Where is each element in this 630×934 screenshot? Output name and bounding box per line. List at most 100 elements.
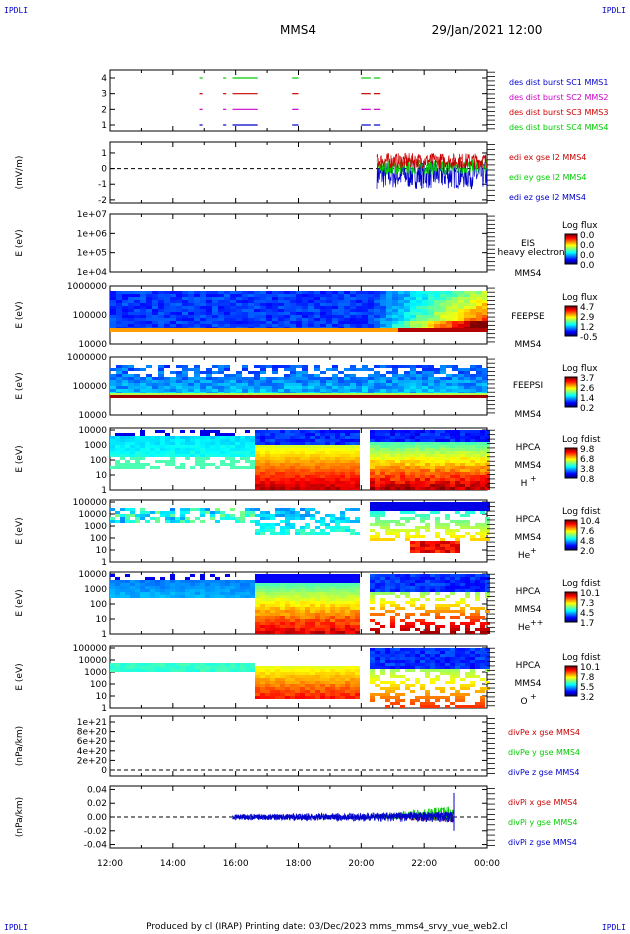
- heatmap-cell: [415, 445, 420, 448]
- heatmap-cell: [164, 318, 170, 321]
- heatmap-cell: [428, 365, 434, 368]
- heatmap-cell: [395, 442, 400, 445]
- heatmap-cell: [385, 532, 390, 535]
- heatmap-cell: [460, 505, 465, 508]
- heatmap-cell: [176, 303, 182, 306]
- heatmap-cell: [122, 309, 128, 312]
- heatmap-cell: [422, 303, 428, 306]
- heatmap-cell: [175, 592, 180, 595]
- heatmap-cell: [410, 303, 416, 306]
- heatmap-cell: [398, 395, 404, 398]
- heatmap-cell: [270, 451, 275, 454]
- heatmap-cell: [440, 523, 445, 526]
- heatmap-cell: [482, 368, 488, 371]
- heatmap-cell: [320, 532, 325, 535]
- heatmap-cell: [176, 318, 182, 321]
- heatmap-cell: [395, 529, 400, 532]
- heatmap-cell: [235, 669, 240, 672]
- heatmap-cell: [175, 436, 180, 439]
- heatmap-cell: [194, 393, 200, 395]
- heatmap-cell: [210, 589, 215, 592]
- heatmap-cell: [320, 631, 325, 634]
- heatmap-cell: [210, 595, 215, 598]
- heatmap-cell: [380, 457, 385, 460]
- heatmap-cell: [152, 306, 158, 309]
- heatmap-cell: [385, 574, 390, 577]
- heatmap-cell: [425, 613, 430, 616]
- heatmap-cell: [250, 511, 255, 514]
- heatmap-cell: [464, 371, 470, 374]
- heatmap-cell: [374, 395, 380, 398]
- heatmap-cell: [434, 297, 440, 300]
- heatmap-cell: [440, 309, 446, 312]
- heatmap-cell: [110, 595, 115, 598]
- heatmap-cell: [464, 328, 470, 332]
- heatmap-cell: [485, 481, 490, 484]
- heatmap-cell: [435, 613, 440, 616]
- heatmap-cell: [386, 393, 392, 395]
- heatmap-cell: [415, 430, 420, 433]
- heatmap-cell: [315, 433, 320, 436]
- heatmap-cell: [480, 454, 485, 457]
- heatmap-cell: [260, 529, 265, 532]
- heatmap-cell: [225, 583, 230, 586]
- heatmap-cell: [405, 595, 410, 598]
- heatmap-cell: [245, 580, 250, 583]
- heatmap-cell: [326, 315, 332, 318]
- heatmap-cell: [375, 487, 380, 490]
- heatmap-cell: [275, 580, 280, 583]
- heatmap-cell: [120, 517, 125, 520]
- heatmap-cell: [374, 383, 380, 386]
- heatmap-cell: [464, 386, 470, 389]
- heatmap-cell: [255, 687, 260, 690]
- heatmap-cell: [200, 380, 206, 383]
- heatmap-cell: [435, 520, 440, 523]
- heatmap-cell: [164, 365, 170, 368]
- heatmap-cell: [430, 430, 435, 433]
- heatmap-cell: [165, 448, 170, 451]
- heatmap-cell: [290, 291, 296, 294]
- heatmap-cell: [176, 306, 182, 309]
- heatmap-cell: [380, 318, 386, 321]
- y-tick-label: 1000: [84, 522, 107, 532]
- heatmap-cell: [302, 297, 308, 300]
- heatmap-cell: [400, 484, 405, 487]
- heatmap-cell: [320, 303, 326, 306]
- heatmap-cell: [480, 622, 485, 625]
- heatmap-cell: [145, 663, 150, 666]
- heatmap-cell: [206, 395, 212, 398]
- heatmap-cell: [110, 306, 116, 309]
- heatmap-cell: [164, 291, 170, 294]
- colorbar-label: 1.7: [580, 619, 594, 629]
- colorbar-label: -0.5: [580, 333, 598, 343]
- colorbar-cell: [565, 259, 577, 261]
- heatmap-cell: [386, 324, 392, 327]
- y-tick-label: 1000: [84, 441, 107, 451]
- species-label: He: [518, 551, 531, 561]
- heatmap-cell: [265, 514, 270, 517]
- heatmap-cell: [385, 484, 390, 487]
- heatmap-cell: [485, 526, 490, 529]
- heatmap-cell: [420, 466, 425, 469]
- heatmap-cell: [410, 511, 415, 514]
- heatmap-cell: [170, 454, 175, 457]
- heatmap-cell: [465, 511, 470, 514]
- heatmap-cell: [470, 538, 475, 541]
- heatmap-cell: [410, 380, 416, 383]
- heatmap-cell: [320, 386, 326, 389]
- heatmap-cell: [405, 502, 410, 505]
- heatmap-cell: [290, 628, 295, 631]
- heatmap-cell: [224, 309, 230, 312]
- heatmap-cell: [476, 312, 482, 315]
- heatmap-cell: [385, 481, 390, 484]
- heatmap-cell: [220, 463, 225, 466]
- heatmap-cell: [280, 478, 285, 481]
- heatmap-cell: [374, 315, 380, 318]
- heatmap-cell: [374, 321, 380, 324]
- heatmap-cell: [210, 580, 215, 583]
- heatmap-cell: [130, 436, 135, 439]
- heatmap-cell: [405, 520, 410, 523]
- heatmap-cell: [446, 395, 452, 398]
- heatmap-cell: [455, 550, 460, 553]
- heatmap-cell: [355, 487, 360, 490]
